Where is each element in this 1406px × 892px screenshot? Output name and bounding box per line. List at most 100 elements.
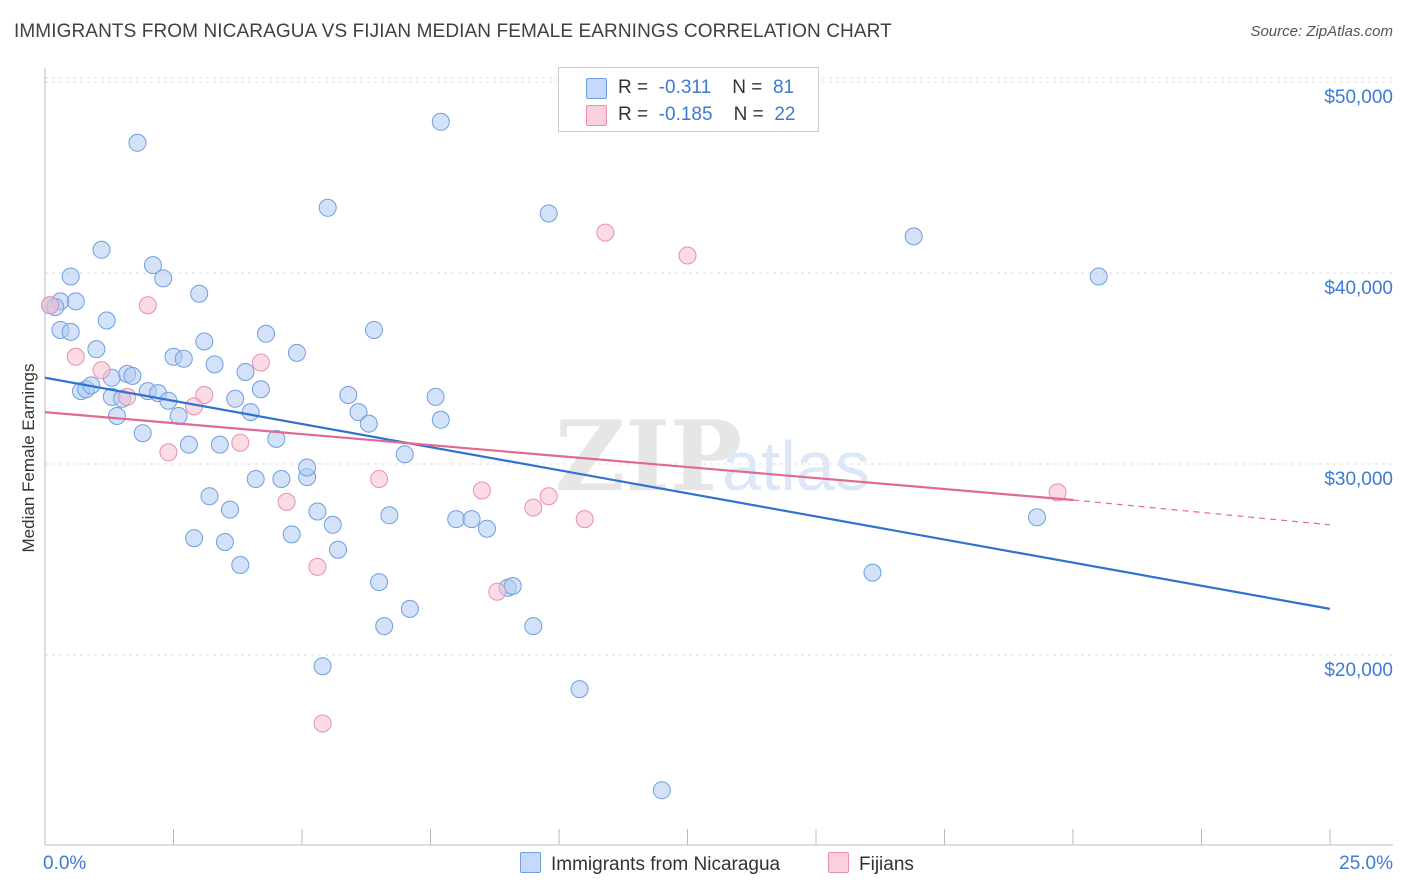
fijian-point xyxy=(41,296,60,315)
nicaragua-point xyxy=(323,515,342,534)
nicaragua-point xyxy=(123,366,142,385)
nicaragua-point xyxy=(108,407,126,425)
fijian-point xyxy=(575,510,594,529)
y-tick-label: $50,000 xyxy=(1324,87,1393,108)
nicaragua-point xyxy=(185,529,204,548)
watermark-atlas: atlas xyxy=(722,427,870,505)
nicaragua-point xyxy=(524,617,543,636)
legend-n-value: 22 xyxy=(774,104,796,125)
nicaragua-point xyxy=(282,525,301,544)
nicaragua-point xyxy=(190,284,209,303)
nicaragua-point xyxy=(246,470,265,488)
nicaragua-point xyxy=(267,429,286,448)
nicaragua-point xyxy=(570,680,589,699)
nicaragua-point xyxy=(431,410,450,429)
nicaragua-point xyxy=(200,487,219,506)
nicaragua-point xyxy=(462,510,481,529)
nicaragua-point xyxy=(97,311,116,330)
nicaragua-point xyxy=(272,470,291,488)
fijian-point xyxy=(277,492,296,511)
fijian-point xyxy=(472,481,491,500)
y-tick-label: $40,000 xyxy=(1324,278,1393,299)
nicaragua-point xyxy=(863,563,882,582)
nicaragua-point xyxy=(215,533,234,551)
legend-row-fijians: R = -0.185 N = 22 xyxy=(559,101,818,129)
nicaragua-point xyxy=(308,502,327,521)
nicaragua-point xyxy=(370,573,389,592)
fijian-trend-extension xyxy=(1072,499,1331,526)
fijian-point xyxy=(195,386,214,404)
bottom-legend-swatch-nicaragua xyxy=(520,852,541,873)
legend-n-label: N = xyxy=(732,77,763,98)
nicaragua-point xyxy=(539,204,558,223)
nicaragua-point xyxy=(226,389,245,408)
nicaragua-point xyxy=(92,240,111,259)
nicaragua-point xyxy=(221,500,239,519)
watermark: ZIP atlas xyxy=(555,400,870,513)
nicaragua-point xyxy=(359,414,378,433)
nicaragua-point xyxy=(339,386,358,404)
nicaragua-point xyxy=(431,112,450,131)
nicaragua-point xyxy=(478,519,496,538)
fijian-point xyxy=(524,498,543,517)
legend-r-value: -0.311 xyxy=(658,77,712,98)
tick-labels: $20,000 $30,000 $40,000 $50,000 0.0% 25.0% xyxy=(43,87,1393,874)
nicaragua-point xyxy=(251,380,270,399)
legend-swatch-fijians xyxy=(586,105,607,126)
nicaragua-point xyxy=(652,781,671,800)
nicaragua-point xyxy=(87,340,106,359)
nicaragua-point xyxy=(298,458,317,477)
fijian-point xyxy=(159,443,178,462)
fijian-point xyxy=(231,433,250,452)
nicaragua-point xyxy=(128,133,147,152)
source-label: Source: ZipAtlas.com xyxy=(1250,23,1393,40)
x-tick-label: 0.0% xyxy=(43,853,86,874)
fijian-point xyxy=(488,582,507,601)
nicaragua-point xyxy=(400,599,419,618)
correlation-legend: R = -0.311 N = 81 R = -0.185 N = 22 xyxy=(558,67,819,132)
nicaragua-point xyxy=(231,556,250,574)
nicaragua-point xyxy=(349,403,368,422)
legend-swatch-nicaragua xyxy=(586,78,607,99)
fijian-point xyxy=(1048,483,1067,502)
x-tick-label: 25.0% xyxy=(1339,853,1393,874)
chart-title: IMMIGRANTS FROM NICARAGUA VS FIJIAN MEDI… xyxy=(14,21,892,42)
watermark-zip: ZIP xyxy=(555,400,742,513)
bottom-legend-nicaragua: Immigrants from Nicaragua xyxy=(520,852,780,876)
nicaragua-point xyxy=(257,324,275,343)
nicaragua-point xyxy=(66,292,85,311)
nicaragua-point xyxy=(447,510,466,529)
legend-r-label: R = xyxy=(618,77,649,98)
y-tick-label: $20,000 xyxy=(1324,660,1393,681)
fijian-point xyxy=(308,557,327,576)
nicaragua-point xyxy=(61,322,80,341)
bottom-legend-swatch-fijians xyxy=(828,852,849,873)
nicaragua-point xyxy=(241,403,260,422)
nicaragua-point xyxy=(1089,267,1108,286)
legend-n-label: N = xyxy=(733,104,764,125)
nicaragua-point xyxy=(904,227,923,246)
nicaragua-point xyxy=(179,435,198,454)
nicaragua-point xyxy=(61,267,80,286)
nicaragua-point xyxy=(210,435,229,454)
fijian-trend-line xyxy=(44,411,1074,502)
nicaragua-point xyxy=(154,269,173,288)
y-tick-label: $30,000 xyxy=(1324,469,1393,490)
axes xyxy=(44,68,1393,846)
fijian-point xyxy=(370,470,389,488)
legend-r-value: -0.185 xyxy=(658,104,713,125)
nicaragua-point xyxy=(133,424,152,443)
nicaragua-point xyxy=(503,577,522,595)
fijian-point xyxy=(678,246,697,265)
fijian-point xyxy=(251,353,270,372)
bottom-legend-label-nicaragua: Immigrants from Nicaragua xyxy=(551,854,781,875)
fijian-point xyxy=(313,714,332,733)
legend-n-value: 81 xyxy=(772,77,795,98)
nicaragua-point xyxy=(195,332,214,351)
nicaragua-point xyxy=(205,355,224,374)
fijian-point xyxy=(596,223,615,242)
bottom-legend-label-fijians: Fijians xyxy=(859,854,914,875)
nicaragua-point xyxy=(318,198,337,217)
nicaragua-point xyxy=(365,321,383,339)
